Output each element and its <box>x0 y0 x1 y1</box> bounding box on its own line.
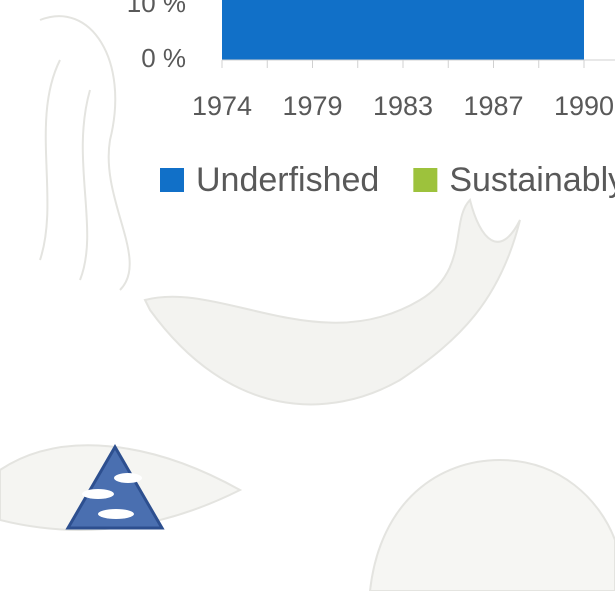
legend-swatch <box>160 168 184 192</box>
legend-label: Underfished <box>196 161 379 199</box>
x-tick-label: 1990 <box>554 91 614 121</box>
area <box>222 0 584 60</box>
x-tick-label: 1987 <box>463 91 523 121</box>
y-tick-label: 0 % <box>141 43 186 73</box>
y-tick-label: 10 % <box>127 0 186 18</box>
legend-label: Sustainably fished <box>449 161 615 199</box>
background-decoration <box>0 15 615 591</box>
x-tick-label: 1979 <box>282 91 342 121</box>
x-tick-label: 1983 <box>373 91 433 121</box>
logo <box>65 444 165 530</box>
x-tick-label: 1974 <box>192 91 252 121</box>
legend-swatch <box>413 168 438 192</box>
